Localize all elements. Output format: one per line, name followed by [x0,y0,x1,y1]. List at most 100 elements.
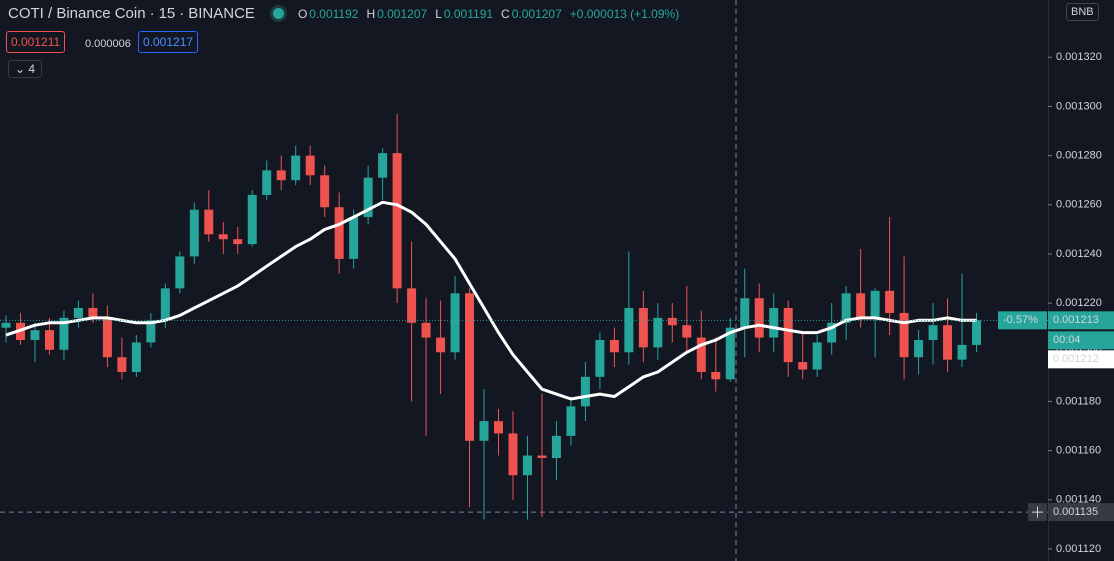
candle-body [522,455,532,476]
ohlc-key: C [501,6,510,21]
y-tick-label: 0.001180 [1056,395,1101,407]
candle-body [378,153,388,178]
candle-body [291,155,301,181]
candle-body [740,298,750,328]
candle-body [667,317,677,326]
crosshair-price-label-bg [1048,503,1114,522]
y-tick-label: 0.001280 [1056,150,1102,162]
candle-body [349,217,359,259]
candle-body [189,209,199,257]
candle-body [102,317,112,358]
candle-body [682,325,692,338]
indicators-toggle[interactable]: ⌄ 4 [8,60,43,78]
candle-body [943,325,953,360]
last-price-label-bg [1048,311,1114,330]
symbol: COTI / Binance Coin [8,5,146,22]
separator: · [179,5,185,22]
candle-body [44,330,54,350]
last-price-label: 0.001213 [1053,314,1099,326]
market-status[interactable] [272,8,284,19]
candle-body [957,344,967,360]
candle-body [421,322,431,338]
candle-body [885,290,895,313]
candle-body [117,357,127,372]
candle-body [479,421,489,441]
buy-button[interactable]: 0.001217 [138,31,199,53]
candle-body [494,421,503,434]
ohlc-key: H [366,6,376,21]
candle-body [798,362,808,370]
candle-body [131,342,141,372]
candle-body [160,288,170,321]
candle-body [595,339,605,377]
last-change: -0.57% [1003,314,1038,326]
candle-body [247,194,257,245]
ohlc-value: 0.001207 [511,6,562,21]
candle-body [725,327,735,380]
exchange: BINANCE [188,5,255,22]
moving-average [5,200,977,401]
indicator-count: 4 [28,62,36,76]
candle-body [972,320,982,345]
y-tick-label: 0.001260 [1056,199,1102,211]
candle-body [812,342,822,370]
currency[interactable]: BNB [1066,3,1099,21]
candle-body [450,293,460,353]
marker-price-label: 0.001212 [1053,353,1099,365]
candle-body [320,175,330,208]
candle-body [841,293,851,323]
candle-body [551,435,561,458]
candle-body [870,290,880,318]
countdown: 00:04 [1053,334,1081,346]
y-tick-label: 0.001160 [1056,445,1101,457]
candle-body [653,317,663,348]
candle-body [88,308,98,318]
candle-body [30,330,40,340]
y-tick-label: 0.001220 [1056,297,1102,309]
sell-button[interactable]: 0.001211 [6,31,66,53]
candle-body [1,322,11,328]
candle-body [580,376,590,407]
candle-body [638,308,648,348]
candle-body [204,209,214,235]
candle-body [624,308,634,353]
y-tick-label: 0.001120 [1056,543,1101,555]
ohlc-value: 0.001191 [443,6,494,21]
candle-body [914,339,924,358]
candle-body [899,312,909,358]
candle-body [218,234,228,240]
ohlc-key: L [435,6,442,21]
candle-body [305,155,315,176]
candle-body [827,322,837,343]
candle-body [537,455,547,458]
candle-body [508,433,518,476]
candle-body [146,320,156,343]
spread: 0.000006 [85,38,131,50]
legend: COTI / Binance Coin · 15 · BINANCE O 0.00… [8,5,685,22]
last-change-bg [998,311,1047,330]
candle-body [407,288,417,323]
ohlc-key: O [297,6,308,21]
y-tick-label: 0.001300 [1056,100,1102,112]
separator: · [149,5,155,22]
candle-body [334,207,344,259]
candle-body [465,293,475,441]
countdown-bg [1048,331,1114,350]
y-tick-label: 0.001320 [1056,51,1102,63]
candle-body [262,170,272,195]
candle-body [696,337,706,372]
ohlc-value: 0.001192 [309,6,359,21]
candle-body [769,308,779,338]
candle-body [73,308,83,318]
candle-body [928,325,938,340]
candle-body [276,170,286,181]
candle-body [856,293,866,318]
ohlc-value: 0.001207 [377,6,428,21]
candle-body [609,339,619,353]
interval: 15 [158,5,176,22]
y-tick-label: 0.001140 [1056,494,1101,506]
candle-body [363,177,373,218]
crosshair-plus [1032,506,1043,518]
candle-body [59,317,69,350]
